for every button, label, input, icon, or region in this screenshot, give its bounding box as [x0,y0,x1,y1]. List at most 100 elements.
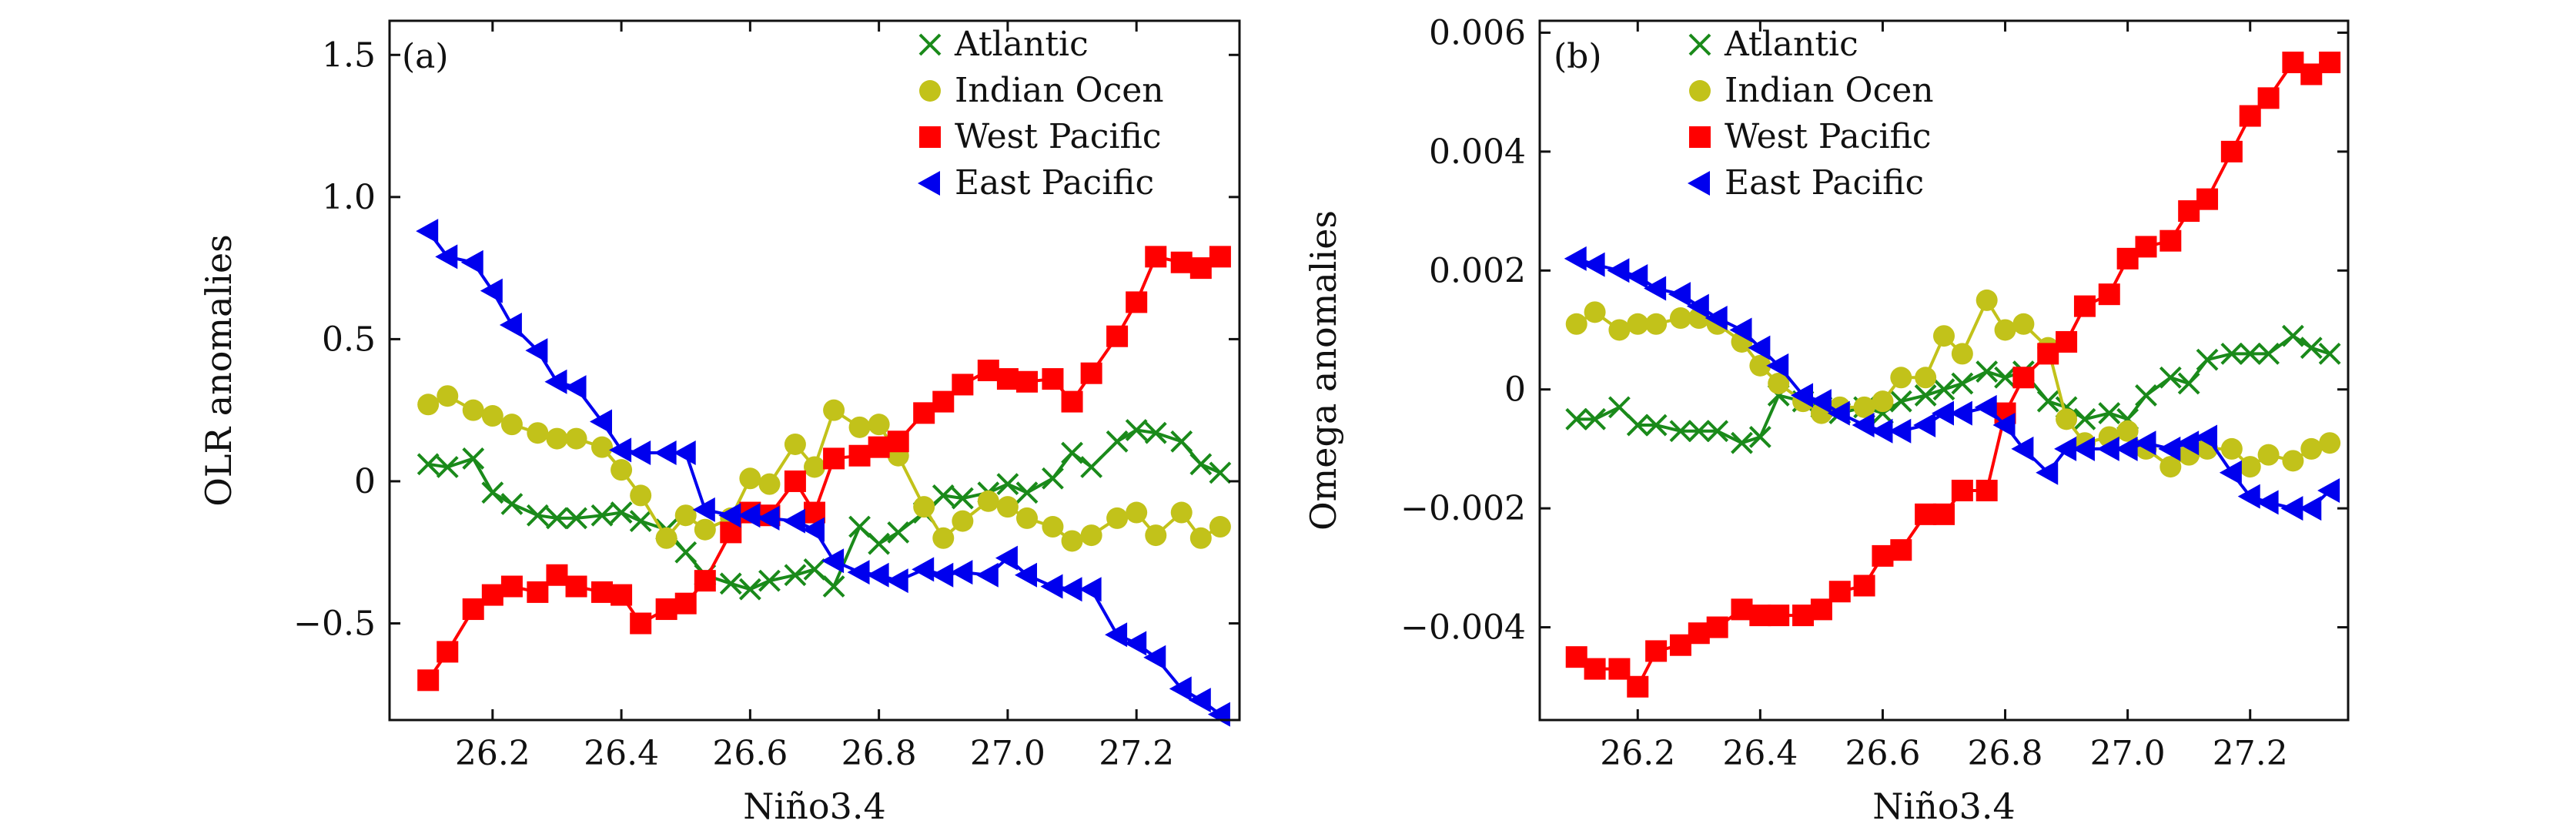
data-point [2319,52,2341,74]
data-point [674,504,697,527]
data-point [1872,544,1894,567]
plot-frame [388,19,1241,722]
data-point [1564,246,1587,271]
data-point [1951,479,1973,501]
data-point [1143,645,1166,670]
data-point [565,575,587,598]
data-point [1584,301,1606,323]
data-point [2280,496,2303,521]
legend-marker [1688,33,1711,56]
legend-marker [919,80,941,102]
data-point [2281,324,2304,347]
data-point [694,570,716,592]
legend-entry: Atlantic [1724,25,1858,64]
data-point [784,564,807,587]
data-point [655,527,677,549]
series-east-pacific [1564,246,2340,521]
data-point [1645,640,1668,662]
data-point [2256,490,2279,515]
data-point [950,560,973,585]
data-point [2012,367,2035,389]
data-point [804,456,825,478]
legend-entry: East Pacific [955,163,1154,203]
data-point [1105,622,1128,648]
data-point [1209,461,1232,484]
data-point [951,487,974,510]
data-point [2239,105,2261,127]
data-point [1126,501,1148,524]
x-axis-label: Niño3.4 [1872,785,2015,827]
data-point [887,430,909,453]
data-point [1584,658,1606,680]
data-point [1749,605,1771,627]
data-point [564,375,587,400]
data-point [2056,330,2078,353]
data-point [417,453,440,476]
data-point [932,527,955,549]
data-point [481,481,504,504]
data-point [1582,252,1605,277]
data-point [2054,436,2077,461]
data-point [1080,362,1102,384]
x-tick-label: 26.8 [1968,734,2043,773]
x-tick-label: 26.4 [584,734,659,773]
data-point [1729,317,1752,343]
data-point [1061,441,1083,464]
plot-frame [1538,19,2350,722]
data-point [1688,622,1710,645]
data-point [591,436,613,458]
data-point [1607,396,1631,419]
data-point [481,405,503,427]
data-point [2282,52,2304,74]
data-point [1705,306,1728,331]
data-point [610,501,633,524]
data-point [2073,407,2096,430]
data-point [1644,414,1668,437]
data-point [2116,247,2139,270]
data-point [738,503,761,528]
data-point [2237,484,2260,509]
series-west-pacific [417,246,1231,692]
data-point [417,669,440,692]
data-point [1974,394,1997,420]
data-point [1042,368,1064,390]
data-point [932,390,955,413]
data-point [2159,456,2182,478]
y-axis-label: OLR anomalies [198,234,239,507]
x-tick-label: 26.8 [841,734,917,773]
data-point [1188,688,1211,713]
data-point [1688,420,1711,443]
data-point [1913,413,1936,438]
data-point [416,219,439,244]
panel-b-omega-anomalies-chart: 26.2 26.4 26.6 26.8 27.0 27.2 −0.004 −0.002 0 0.0… [1303,13,2350,827]
data-point [912,557,935,582]
data-point [1061,530,1083,552]
data-point [437,385,459,407]
data-point [1625,264,1648,290]
data-point [2073,295,2096,317]
data-point [868,436,890,458]
data-point [977,490,999,512]
data-point [2299,496,2322,521]
data-point [868,414,890,436]
data-point [2135,236,2157,258]
legend-entry: East Pacific [1725,163,1924,203]
data-point [739,467,761,490]
data-point [2158,436,2181,461]
data-point [1626,414,1649,437]
data-point [2196,348,2219,371]
data-point [2300,437,2323,460]
data-point [1565,407,1588,430]
data-point [674,592,697,615]
data-point [460,250,483,275]
data-point [1748,426,1771,448]
data-point [784,470,806,492]
data-point [1669,420,1692,443]
data-point [2036,460,2059,485]
data-point [1669,634,1691,656]
data-point [546,507,568,530]
legend-entry: Indian Ocen [1725,71,1934,110]
y-tick-label: 0.002 [1429,251,1526,290]
data-point [1994,366,2016,389]
data-point [952,510,974,532]
